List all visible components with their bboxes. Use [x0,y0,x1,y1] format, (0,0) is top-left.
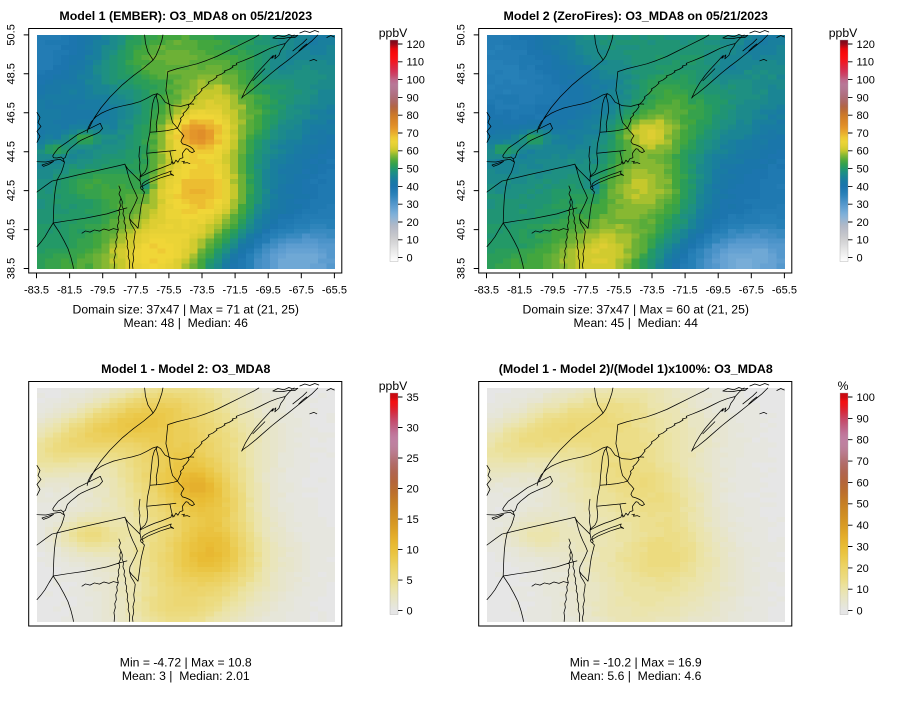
svg-text:120: 120 [407,39,425,51]
svg-text:-69.5: -69.5 [256,285,281,297]
svg-text:ppbV: ppbV [829,26,858,40]
svg-text:-67.5: -67.5 [289,285,314,297]
svg-text:60: 60 [857,477,869,489]
svg-text:42.5: 42.5 [456,180,468,201]
svg-text:100: 100 [857,392,875,404]
svg-text:46.5: 46.5 [6,102,18,123]
svg-text:44.5: 44.5 [6,141,18,162]
svg-text:-71.5: -71.5 [673,285,698,297]
svg-text:0: 0 [407,253,413,265]
svg-text:-81.5: -81.5 [507,285,532,297]
svg-text:%: % [838,379,849,393]
svg-text:50: 50 [407,164,419,176]
svg-text:-65.5: -65.5 [772,285,797,297]
svg-text:10: 10 [857,584,869,596]
svg-text:0: 0 [407,606,413,618]
svg-text:38.5: 38.5 [456,258,468,279]
svg-text:90: 90 [857,92,869,104]
svg-text:20: 20 [407,217,419,229]
svg-text:30: 30 [407,422,419,434]
svg-text:40: 40 [857,520,869,532]
svg-text:-69.5: -69.5 [706,285,731,297]
svg-text:-65.5: -65.5 [322,285,347,297]
svg-text:20: 20 [857,217,869,229]
svg-text:90: 90 [407,92,419,104]
svg-text:0: 0 [857,606,863,618]
svg-text:-73.5: -73.5 [189,285,214,297]
svg-text:0: 0 [857,253,863,265]
svg-text:-83.5: -83.5 [24,285,49,297]
svg-text:Min = -10.2 | Max = 16.9: Min = -10.2 | Max = 16.9 [570,656,702,670]
svg-text:70: 70 [407,128,419,140]
svg-text:100: 100 [407,75,425,87]
svg-text:30: 30 [857,541,869,553]
svg-text:60: 60 [857,146,869,158]
svg-text:Model 2 (ZeroFires): O3_MDA8 o: Model 2 (ZeroFires): O3_MDA8 on 05/21/20… [504,9,769,23]
svg-text:-79.5: -79.5 [90,285,115,297]
svg-text:-77.5: -77.5 [573,285,598,297]
svg-text:80: 80 [857,110,869,122]
svg-text:50.5: 50.5 [456,24,468,45]
svg-text:-75.5: -75.5 [606,285,631,297]
svg-text:60: 60 [407,146,419,158]
svg-text:70: 70 [857,456,869,468]
svg-text:40.5: 40.5 [6,219,18,240]
svg-text:Model 1 (EMBER): O3_MDA8 on 05: Model 1 (EMBER): O3_MDA8 on 05/21/2023 [59,9,312,23]
svg-text:44.5: 44.5 [456,141,468,162]
svg-text:-67.5: -67.5 [739,285,764,297]
svg-text:80: 80 [857,435,869,447]
svg-text:110: 110 [857,57,875,69]
svg-text:40.5: 40.5 [456,219,468,240]
svg-text:Mean: 5.6 | Median: 4.6: Mean: 5.6 | Median: 4.6 [570,669,701,683]
svg-text:-73.5: -73.5 [639,285,664,297]
svg-text:50: 50 [857,164,869,176]
svg-text:30: 30 [857,199,869,211]
svg-text:Mean: 45 | Median: 44: Mean: 45 | Median: 44 [574,316,699,330]
svg-text:-77.5: -77.5 [123,285,148,297]
svg-text:48.5: 48.5 [6,63,18,84]
svg-text:20: 20 [857,563,869,575]
svg-text:46.5: 46.5 [456,102,468,123]
svg-text:90: 90 [857,413,869,425]
svg-text:ppbV: ppbV [379,379,408,393]
svg-text:10: 10 [857,235,869,247]
svg-text:35: 35 [407,392,419,404]
svg-text:-71.5: -71.5 [223,285,248,297]
svg-text:48.5: 48.5 [456,63,468,84]
svg-text:30: 30 [407,199,419,211]
svg-text:42.5: 42.5 [6,180,18,201]
svg-text:10: 10 [407,545,419,557]
svg-text:100: 100 [857,75,875,87]
svg-text:20: 20 [407,483,419,495]
svg-text:Domain size: 37x47 | Max = 60: Domain size: 37x47 | Max = 60 at (21, 25… [523,303,749,317]
svg-text:38.5: 38.5 [6,258,18,279]
svg-text:-79.5: -79.5 [540,285,565,297]
svg-text:50.5: 50.5 [6,24,18,45]
svg-text:Model 1 - Model 2: O3_MDA8: Model 1 - Model 2: O3_MDA8 [101,362,270,376]
svg-text:Min = -4.72 | Max = 10.8: Min = -4.72 | Max = 10.8 [120,656,252,670]
svg-text:120: 120 [857,39,875,51]
svg-text:-83.5: -83.5 [474,285,499,297]
svg-text:Mean: 48 | Median: 46: Mean: 48 | Median: 46 [124,316,249,330]
svg-text:-81.5: -81.5 [57,285,82,297]
svg-text:70: 70 [857,128,869,140]
svg-text:80: 80 [407,110,419,122]
svg-text:-75.5: -75.5 [156,285,181,297]
svg-text:15: 15 [407,514,419,526]
svg-text:5: 5 [407,575,413,587]
svg-text:40: 40 [857,181,869,193]
svg-text:40: 40 [407,181,419,193]
svg-text:110: 110 [407,57,425,69]
svg-text:Mean: 3 | Median: 2.01: Mean: 3 | Median: 2.01 [122,669,250,683]
svg-text:50: 50 [857,499,869,511]
svg-text:10: 10 [407,235,419,247]
svg-text:ppbV: ppbV [379,26,408,40]
svg-text:(Model 1 - Model 2)/(Model 1)x: (Model 1 - Model 2)/(Model 1)x100%: O3_M… [499,362,773,376]
svg-text:25: 25 [407,453,419,465]
svg-text:Domain size: 37x47 | Max = 71: Domain size: 37x47 | Max = 71 at (21, 25… [73,303,299,317]
